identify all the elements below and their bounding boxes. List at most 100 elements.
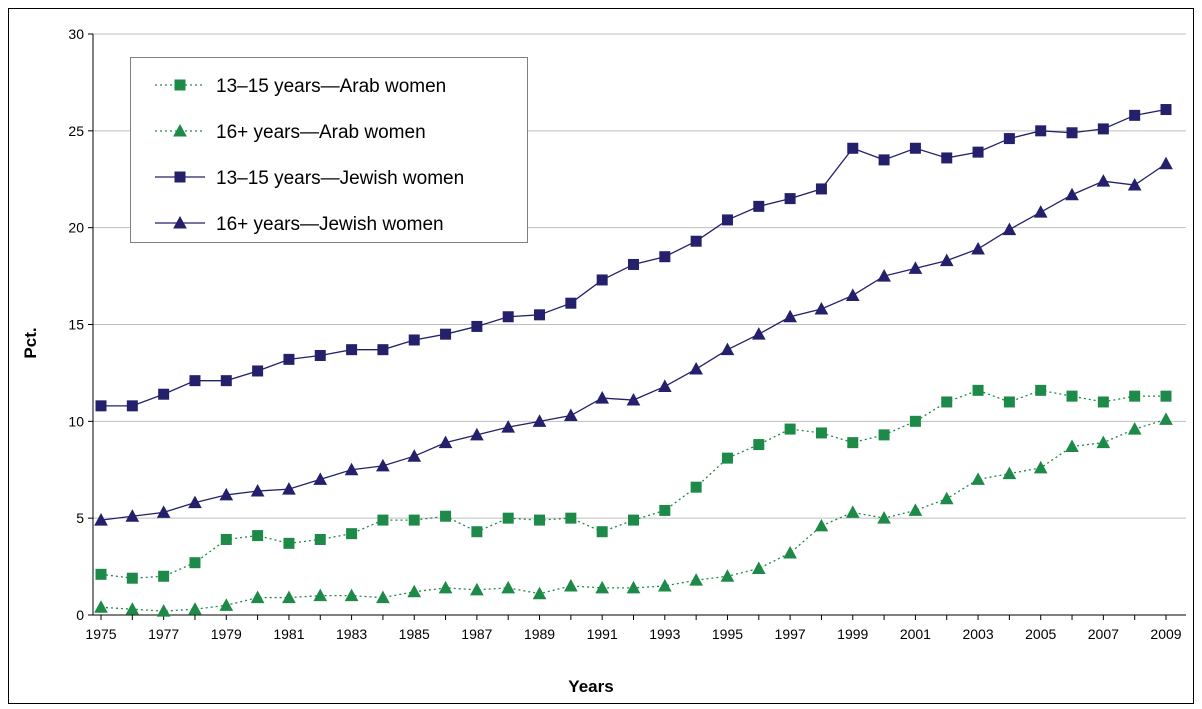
data-point: [657, 379, 672, 392]
data-point: [502, 512, 514, 524]
data-point: [156, 505, 171, 518]
data-point: [344, 462, 359, 476]
series-lines: [94, 104, 1173, 617]
data-point: [596, 526, 608, 538]
data-point: [407, 449, 422, 462]
data-point: [189, 557, 201, 569]
data-point: [219, 487, 234, 501]
data-point: [125, 602, 140, 615]
data-point: [252, 530, 264, 542]
data-point: [565, 512, 577, 524]
data-point: [626, 392, 641, 406]
data-point: [751, 561, 766, 575]
data-point: [783, 309, 797, 323]
legend-label: 16+ years—Arab women: [216, 122, 426, 143]
data-point: [753, 439, 765, 451]
legend-entry: 16+ years—Arab women: [155, 122, 426, 143]
data-point: [972, 384, 984, 396]
data-point: [313, 472, 328, 485]
data-point: [908, 503, 923, 516]
data-point: [877, 269, 891, 282]
data-point: [1066, 390, 1078, 402]
y-tick-label: 20: [68, 220, 84, 236]
data-point: [220, 375, 232, 387]
data-point: [877, 511, 891, 524]
data-point: [314, 349, 326, 361]
data-point: [313, 588, 328, 602]
data-point: [471, 526, 483, 538]
data-point: [720, 569, 735, 582]
data-point: [565, 297, 577, 309]
data-point: [847, 437, 859, 449]
data-point: [283, 537, 295, 549]
legend-marker: [174, 79, 186, 91]
data-point: [282, 590, 296, 604]
series-0: [95, 384, 1172, 584]
y-axis-title: Pct.: [21, 327, 40, 358]
data-point: [1065, 187, 1079, 201]
data-point: [1003, 396, 1015, 408]
data-point: [283, 353, 295, 365]
data-point: [1097, 123, 1109, 135]
data-point: [1096, 174, 1111, 187]
x-tick-label: 2003: [962, 626, 993, 642]
data-point: [939, 253, 954, 267]
data-point: [941, 396, 953, 408]
x-tick-label: 1993: [649, 626, 680, 642]
data-point: [1003, 133, 1015, 145]
data-point: [1096, 435, 1111, 449]
legend-label: 16+ years—Jewish women: [216, 214, 444, 235]
data-point: [126, 572, 138, 584]
data-point: [440, 328, 452, 340]
data-point: [532, 414, 547, 427]
data-point: [1159, 156, 1173, 170]
legend-box: [130, 57, 528, 243]
legend-entry: 13–15 years—Jewish women: [155, 168, 464, 189]
x-tick-label: 1987: [461, 626, 492, 642]
data-point: [657, 578, 672, 592]
data-point: [408, 514, 420, 526]
data-point: [250, 484, 265, 497]
data-point: [532, 586, 547, 600]
x-tick-label: 1975: [85, 626, 116, 642]
data-point: [596, 274, 608, 286]
data-point: [689, 361, 703, 375]
data-point: [1160, 390, 1172, 402]
data-point: [95, 400, 107, 412]
y-tick-label: 10: [68, 413, 84, 429]
legend-entry: 13–15 years—Arab women: [155, 76, 446, 97]
data-point: [377, 344, 389, 356]
data-point: [1159, 412, 1173, 425]
x-tick-label: 1981: [273, 626, 304, 642]
data-point: [158, 570, 170, 582]
axes: 0 5 10 15 20 25 30 1975 1977 1979 1981 1983 1985 1987…: [68, 26, 1186, 642]
data-point: [470, 427, 484, 441]
data-point: [628, 258, 639, 270]
data-point: [501, 580, 516, 594]
data-point: [971, 472, 985, 485]
data-point: [690, 235, 702, 247]
legend-marker: [174, 171, 186, 183]
x-tick-label: 2009: [1150, 626, 1181, 642]
data-point: [721, 452, 733, 464]
data-point: [189, 375, 201, 387]
x-tick-label: 1995: [712, 626, 743, 642]
data-point: [1035, 384, 1047, 396]
data-point: [845, 288, 860, 301]
data-point: [972, 146, 984, 158]
data-point: [219, 598, 234, 611]
data-point: [878, 154, 890, 166]
data-point: [814, 301, 829, 315]
data-point: [188, 602, 202, 615]
data-point: [595, 580, 610, 594]
x-tick-label: 2005: [1025, 626, 1056, 642]
data-point: [720, 342, 735, 356]
data-point: [939, 491, 954, 505]
data-point: [909, 142, 921, 154]
data-point: [252, 365, 264, 377]
data-point: [1127, 178, 1142, 191]
series-2: [95, 104, 1172, 412]
data-point: [1065, 439, 1079, 453]
legend-entry: 16+ years—Jewish women: [155, 214, 444, 235]
data-point: [753, 200, 765, 212]
